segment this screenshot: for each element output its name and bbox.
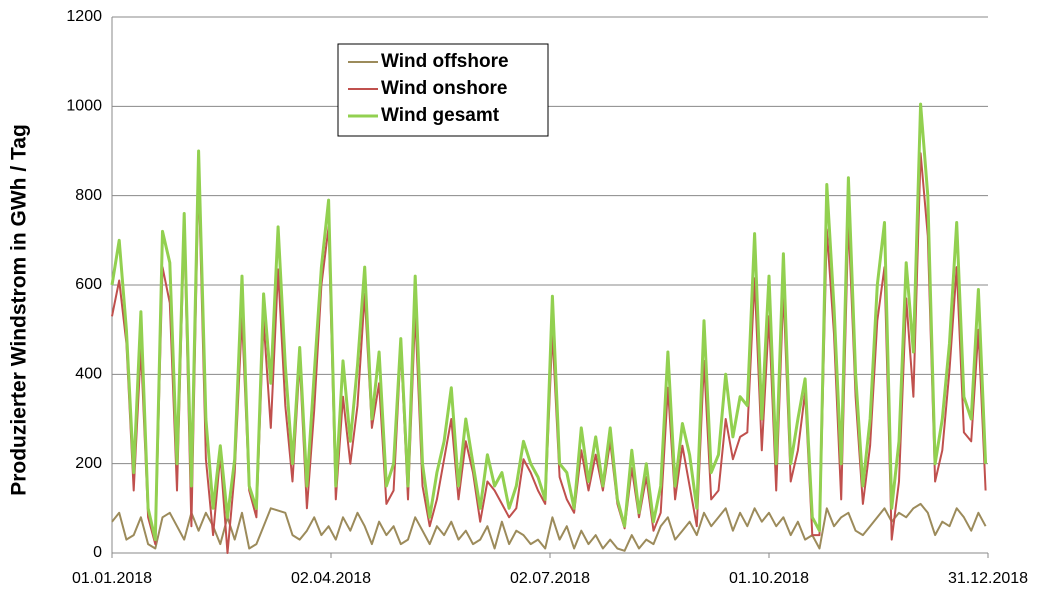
- x-tick-label: 31.12.2018: [948, 570, 1028, 587]
- y-tick-label: 200: [75, 455, 102, 472]
- x-tick-label: 01.01.2018: [72, 570, 152, 587]
- y-axis-title: Produzierter Windstrom in GWh / Tag: [8, 124, 31, 496]
- y-tick-label: 0: [93, 544, 102, 561]
- legend-label: Wind offshore: [381, 51, 509, 72]
- series-line: [110, 102, 988, 542]
- x-tick-label: 02.07.2018: [510, 570, 590, 587]
- y-tick-label: 600: [75, 276, 102, 293]
- y-tick-label: 400: [75, 366, 102, 383]
- y-tick-label: 1200: [66, 8, 102, 25]
- legend-label: Wind onshore: [381, 78, 508, 99]
- x-tick-label: 01.10.2018: [729, 570, 809, 587]
- legend-label: Wind gesamt: [381, 105, 500, 126]
- y-tick-label: 800: [75, 187, 102, 204]
- series-line: [111, 502, 987, 552]
- x-tick-label: 02.04.2018: [291, 570, 371, 587]
- y-tick-label: 1000: [66, 98, 102, 115]
